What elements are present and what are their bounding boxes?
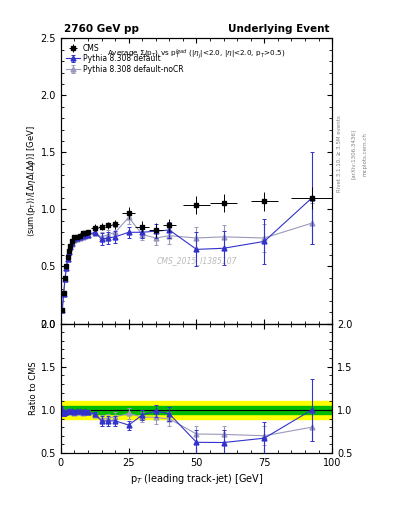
Text: Rivet 3.1.10, ≥ 3.5M events: Rivet 3.1.10, ≥ 3.5M events — [337, 115, 342, 192]
Text: Average $\Sigma$(p$_T$) vs p$_T^{lead}$ (|$\eta_j$|<2.0, |$\eta$|<2.0, p$_T$>0.5: Average $\Sigma$(p$_T$) vs p$_T^{lead}$ … — [107, 47, 286, 60]
Text: [arXiv:1306.3436]: [arXiv:1306.3436] — [351, 129, 356, 179]
Bar — [61, 406, 332, 414]
Text: CMS_2015_I1385107: CMS_2015_I1385107 — [156, 257, 237, 265]
Bar — [61, 401, 332, 419]
X-axis label: p$_T$ (leading track-jet) [GeV]: p$_T$ (leading track-jet) [GeV] — [130, 472, 263, 486]
Y-axis label: $\langle$sum(p$_\mathrm{T}$)$\rangle$/[$\Delta\eta\Delta(\Delta\phi)$] [GeV]: $\langle$sum(p$_\mathrm{T}$)$\rangle$/[$… — [25, 125, 38, 237]
Y-axis label: Ratio to CMS: Ratio to CMS — [29, 361, 38, 415]
Legend: CMS, Pythia 8.308 default, Pythia 8.308 default-noCR: CMS, Pythia 8.308 default, Pythia 8.308 … — [65, 42, 185, 75]
Text: mcplots.cern.ch: mcplots.cern.ch — [362, 132, 367, 176]
Text: Underlying Event: Underlying Event — [228, 24, 329, 34]
Text: 2760 GeV pp: 2760 GeV pp — [64, 24, 139, 34]
